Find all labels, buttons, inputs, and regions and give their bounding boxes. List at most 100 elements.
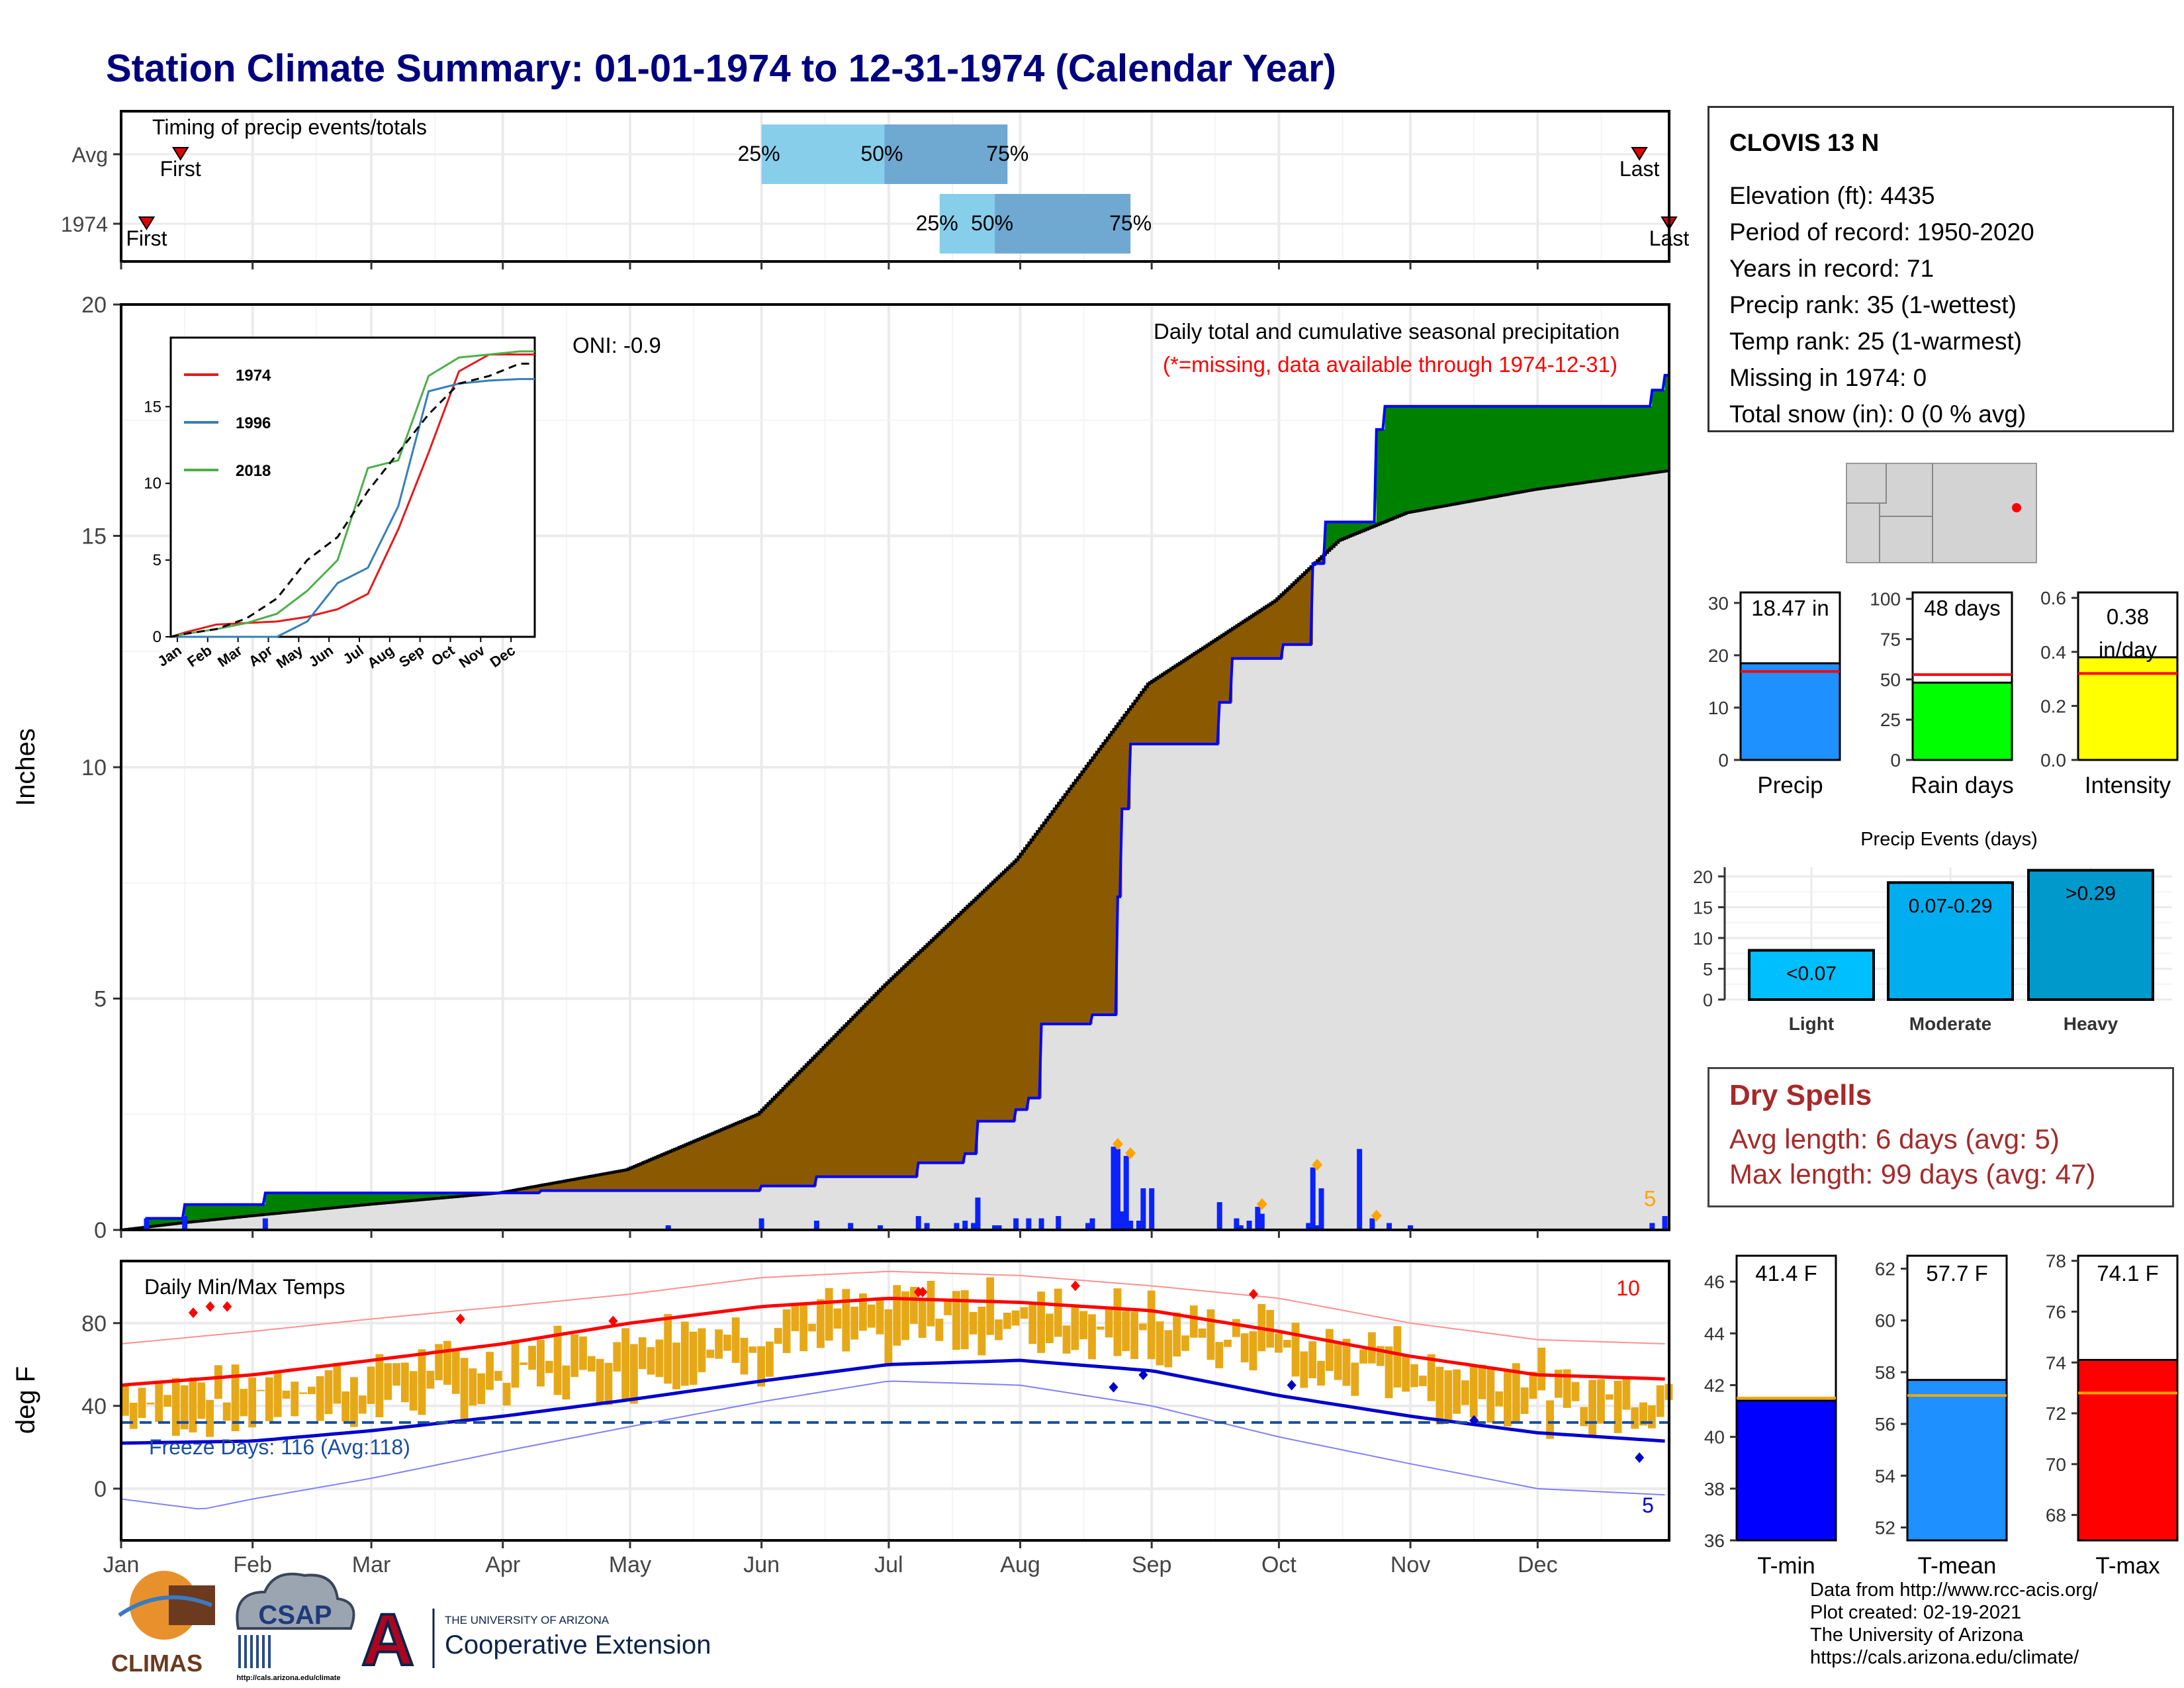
precip-event-value-label: >0.29 xyxy=(2066,883,2116,905)
daily-temp-bar xyxy=(1037,1291,1045,1353)
daily-temp-bar xyxy=(545,1360,553,1374)
temp-tick-label: 76 xyxy=(2046,1301,2066,1322)
daily-temp-bar xyxy=(715,1329,723,1359)
timing-pct-label: 50% xyxy=(860,142,903,165)
daily-precip-bar xyxy=(1136,1221,1142,1230)
daily-temp-bar xyxy=(833,1308,842,1329)
daily-temp-bar xyxy=(909,1287,918,1324)
daily-temp-bar xyxy=(1546,1400,1554,1439)
daily-temp-bar xyxy=(426,1370,435,1389)
daily-temp-bar xyxy=(901,1291,909,1340)
daily-temp-bar xyxy=(1376,1346,1385,1366)
first-marker xyxy=(138,216,156,230)
daily-precip-bar xyxy=(971,1223,977,1230)
temp-value-label: 41.4 F xyxy=(1755,1261,1817,1286)
daily-temp-bar xyxy=(664,1314,672,1384)
daily-temp-bar xyxy=(392,1363,400,1386)
dry-spells-max: Max length: 99 days (avg: 47) xyxy=(1729,1158,2096,1190)
daily-temp-bar xyxy=(282,1390,291,1399)
daily-temp-bar xyxy=(749,1346,757,1353)
daily-precip-bar xyxy=(182,1216,188,1230)
summary-value-label: 18.47 in xyxy=(1751,596,1829,620)
record-low-line xyxy=(120,1380,1665,1510)
summary-tick-label: 0 xyxy=(1718,750,1729,771)
daily-temp-bar xyxy=(384,1363,392,1400)
daily-temp-bar xyxy=(986,1277,995,1335)
daily-precip-bar xyxy=(1013,1218,1019,1230)
daily-temp-bar xyxy=(689,1331,698,1385)
daily-precip-bar xyxy=(1089,1218,1095,1230)
avg-tmax-line xyxy=(120,1296,1665,1387)
daily-temp-bar xyxy=(316,1376,324,1421)
daily-temp-bar xyxy=(1122,1311,1130,1352)
station-line: Precip rank: 35 (1-wettest) xyxy=(1729,291,2017,318)
daily-precip-bar xyxy=(1123,1156,1129,1230)
credit-line: Data from http://www.rcc-acis.org/ xyxy=(1810,1579,2099,1601)
daily-temp-bar xyxy=(1512,1363,1520,1423)
x-month-label: Oct xyxy=(1261,1552,1297,1577)
daily-temp-bar xyxy=(333,1363,341,1404)
temp-tick-label: 46 xyxy=(1704,1272,1725,1292)
timing-pct-label: 50% xyxy=(971,211,1013,235)
x-month-label: Feb xyxy=(233,1552,272,1577)
daily-precip-bar xyxy=(1238,1225,1244,1230)
daily-temp-bar xyxy=(1486,1369,1495,1423)
daily-temp-bar xyxy=(1334,1342,1342,1380)
daily-temp-bar xyxy=(774,1328,782,1344)
record-high-marker xyxy=(608,1315,618,1327)
temp-tick-label: 56 xyxy=(1875,1414,1895,1434)
climatology-line xyxy=(121,469,1669,1231)
daily-temp-bar xyxy=(647,1347,655,1375)
record-low-marker xyxy=(1138,1369,1148,1380)
credits: Data from http://www.rcc-acis.org/ Plot … xyxy=(1810,1579,2098,1669)
daily-precip-bar xyxy=(996,1225,1002,1230)
daily-temp-bar xyxy=(1062,1325,1071,1354)
daily-temp-bar xyxy=(1647,1405,1656,1429)
daily-precip-bar xyxy=(1111,1147,1116,1230)
daily-precip-bar xyxy=(1649,1223,1655,1230)
timing-pct-label: 75% xyxy=(986,142,1028,165)
daily-temp-bar xyxy=(672,1342,680,1389)
state-borders xyxy=(1846,463,1933,563)
daily-temp-bar xyxy=(189,1377,197,1432)
timing-pct-label: 75% xyxy=(1109,211,1152,235)
temp-tick-label: 62 xyxy=(1875,1259,1895,1280)
daily-temp-bar xyxy=(1453,1369,1461,1414)
daily-precip-bar xyxy=(1149,1188,1155,1230)
temp-tick-label: 44 xyxy=(1704,1323,1725,1344)
summary-tick-label: 0.0 xyxy=(2040,750,2066,771)
record-high-marker xyxy=(1070,1280,1080,1291)
temp-panel-title: Daily Min/Max Temps xyxy=(144,1275,345,1299)
daily-temp-bar xyxy=(1605,1394,1614,1400)
summary-tick-label: 50 xyxy=(1880,669,1901,690)
temp-tick-label: 36 xyxy=(1704,1530,1725,1551)
daily-temp-bar xyxy=(1359,1349,1368,1364)
inset-legend-label: 1996 xyxy=(236,414,271,432)
daily-temp-bar xyxy=(180,1385,189,1430)
summary-tick-label: 0.4 xyxy=(2040,642,2066,663)
summary-value-label: 48 days xyxy=(1924,596,2001,620)
daily-temp-bar xyxy=(1597,1379,1605,1424)
daily-precip-bar xyxy=(1140,1188,1146,1230)
daily-temp-bar xyxy=(171,1378,180,1436)
daily-precip-bar xyxy=(1259,1213,1265,1230)
daily-precip-bar xyxy=(1318,1188,1324,1230)
temp-tick-label: 54 xyxy=(1875,1466,1895,1486)
x-month-label: Sep xyxy=(1132,1552,1172,1577)
daily-precip-bar xyxy=(758,1218,764,1230)
daily-temp-bar xyxy=(629,1344,638,1404)
x-month-label: Mar xyxy=(352,1552,391,1577)
summary-bar xyxy=(1739,662,1841,761)
daily-precip-bar xyxy=(1357,1149,1363,1230)
last-label: Last xyxy=(1619,157,1660,181)
station-line: Total snow (in): 0 (0 % avg) xyxy=(1729,400,2026,428)
daily-precip-bar xyxy=(848,1223,854,1230)
daily-temp-bar xyxy=(1215,1342,1224,1368)
daily-temp-bar xyxy=(520,1362,528,1365)
ua-logo-small-text: THE UNIVERSITY OF ARIZONA xyxy=(445,1614,610,1626)
daily-temp-bar xyxy=(1495,1391,1504,1407)
daily-temp-bar xyxy=(1096,1326,1105,1330)
daily-temp-bar xyxy=(1554,1370,1563,1398)
daily-temp-bar xyxy=(222,1402,231,1421)
daily-temp-bar xyxy=(1020,1307,1028,1319)
